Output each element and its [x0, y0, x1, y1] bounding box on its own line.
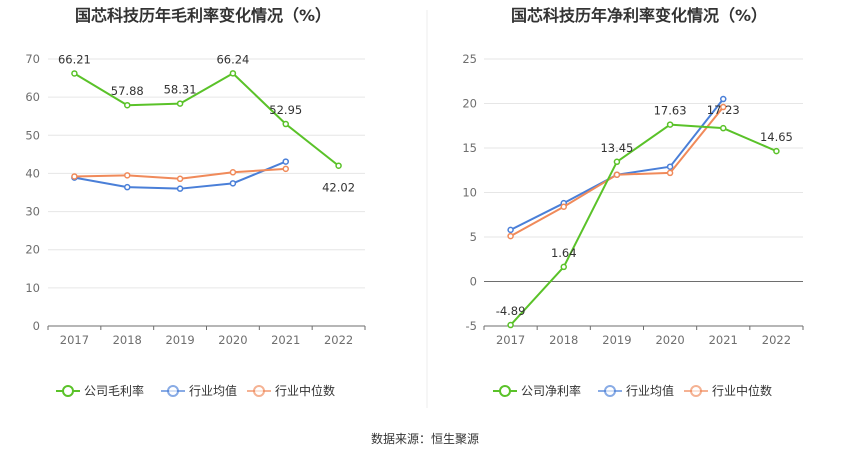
net-margin-data-label: 17.23	[707, 103, 740, 117]
net-margin-data-label: 13.45	[600, 141, 633, 155]
net-margin-y-tick-label: 0	[470, 275, 477, 289]
gross-margin-data-label: 52.95	[269, 103, 302, 117]
gross-margin-y-tick-label: 50	[25, 128, 40, 142]
net-margin-data-point	[560, 263, 567, 271]
gross-margin-data-point	[176, 100, 184, 107]
net-margin-data-point	[720, 95, 727, 103]
data-source-note: 数据来源：恒生聚源	[371, 431, 479, 446]
net-margin-x-tick-label: 2017	[496, 333, 525, 347]
net-margin-y-tick-label: 25	[462, 52, 477, 66]
net-margin-data-point	[507, 321, 514, 329]
gross-margin-series-line-0	[73, 72, 340, 167]
gross-margin-data-point	[124, 183, 131, 191]
net-margin-data-label: 14.65	[760, 130, 793, 144]
net-margin-x-tick-label: 2022	[762, 333, 791, 347]
net-margin-y-tick-label: 15	[462, 141, 477, 155]
net-margin-y-tick-label: -5	[466, 319, 477, 333]
gross-margin-chart-title: 国芯科技历年毛利率变化情况（%）	[75, 6, 331, 25]
gross-margin-data-point	[229, 180, 237, 187]
gross-margin-data-label: 42.02	[322, 181, 355, 195]
legend-marker-icon	[253, 385, 265, 397]
gross-margin-data-point	[282, 158, 289, 165]
net-margin-series-line-0	[509, 123, 777, 326]
gross-margin-data-label: 66.24	[216, 52, 249, 66]
net-margin-y-tick-label: 5	[470, 230, 477, 244]
net-margin-legend-item-1[interactable]: 行业均值	[598, 383, 674, 398]
net-margin-data-point	[666, 163, 674, 170]
gross-margin-data-point	[229, 70, 237, 77]
legend-label: 行业均值	[189, 383, 237, 398]
net-margin-y-tick-label: 10	[462, 186, 477, 200]
gross-margin-legend-item-2[interactable]: 行业中位数	[247, 383, 335, 398]
gross-margin-data-point	[176, 175, 184, 183]
net-margin-data-point	[560, 203, 567, 210]
gross-margin-x-tick-label: 2020	[218, 333, 247, 347]
net-margin-data-point	[507, 232, 514, 240]
gross-margin-data-point	[335, 162, 342, 169]
net-margin-data-point	[720, 124, 727, 132]
gross-margin-y-tick-label: 70	[25, 52, 40, 66]
gross-margin-data-point	[176, 185, 184, 192]
gross-margin-x-tick-label: 2019	[165, 333, 194, 347]
gross-margin-data-point	[71, 70, 78, 77]
net-margin-x-tick-label: 2021	[709, 333, 738, 347]
gross-margin-legend-item-0[interactable]: 公司毛利率	[56, 383, 144, 398]
legend-marker-icon	[604, 385, 616, 397]
gross-margin-data-label: 66.21	[58, 52, 91, 66]
legend-marker-icon	[690, 385, 702, 397]
net-margin-legend-item-0[interactable]: 公司净利率	[493, 383, 581, 398]
net-margin-chart: 国芯科技历年净利率变化情况（%） -5 0 5 10 15 20 25 2017 2018 201…	[462, 6, 804, 398]
gross-margin-x-tick-label: 2017	[60, 333, 89, 347]
gross-margin-data-point	[124, 172, 131, 179]
gross-margin-y-tick-label: 0	[33, 319, 40, 333]
legend-marker-icon	[62, 385, 74, 397]
net-margin-data-point	[666, 121, 674, 128]
net-margin-x-tick-label: 2018	[549, 333, 578, 347]
gross-margin-y-tick-label: 40	[25, 166, 40, 180]
gross-margin-y-tick-label: 60	[25, 90, 40, 104]
net-margin-chart-title: 国芯科技历年净利率变化情况（%）	[511, 6, 767, 25]
net-margin-data-point	[773, 147, 780, 155]
net-margin-x-tick-label: 2020	[655, 333, 684, 347]
legend-label: 公司净利率	[521, 383, 581, 398]
gross-margin-data-point	[124, 101, 131, 109]
net-margin-data-point	[666, 169, 674, 177]
legend-label: 公司毛利率	[84, 383, 144, 398]
gross-margin-data-point	[282, 165, 289, 173]
gross-margin-data-label: 58.31	[164, 83, 197, 97]
legend-label: 行业均值	[626, 383, 674, 398]
net-margin-data-label: 1.64	[551, 246, 577, 260]
gross-margin-x-tick-label: 2018	[113, 333, 142, 347]
net-margin-data-point	[613, 158, 621, 166]
gross-margin-data-point	[282, 120, 289, 128]
legend-marker-icon	[499, 385, 511, 397]
gross-margin-y-tick-label: 20	[25, 243, 40, 257]
gross-margin-y-tick-label: 10	[25, 281, 40, 295]
net-margin-x-tick-label: 2019	[602, 333, 631, 347]
gross-margin-data-point	[71, 173, 78, 180]
gross-margin-data-label: 57.88	[111, 84, 144, 98]
net-margin-data-label: -4.89	[496, 304, 526, 318]
gross-margin-chart: 国芯科技历年毛利率变化情况（%） 0 10 20 30 40 50 60 70 2017 2018…	[25, 6, 366, 398]
legend-marker-icon	[167, 385, 179, 397]
net-margin-data-point	[507, 226, 514, 234]
net-margin-data-label: 17.63	[654, 104, 687, 118]
legend-label: 行业中位数	[275, 383, 335, 398]
gross-margin-legend-item-1[interactable]: 行业均值	[161, 383, 237, 398]
net-margin-data-point	[720, 103, 727, 111]
net-margin-data-point	[613, 171, 621, 178]
net-margin-y-tick-label: 20	[462, 97, 477, 111]
legend-label: 行业中位数	[712, 383, 772, 398]
gross-margin-x-tick-label: 2021	[271, 333, 300, 347]
net-margin-legend-item-2[interactable]: 行业中位数	[684, 383, 772, 398]
gross-margin-x-tick-label: 2022	[324, 333, 353, 347]
gross-margin-data-point	[229, 169, 237, 176]
gross-margin-y-tick-label: 30	[25, 205, 40, 219]
